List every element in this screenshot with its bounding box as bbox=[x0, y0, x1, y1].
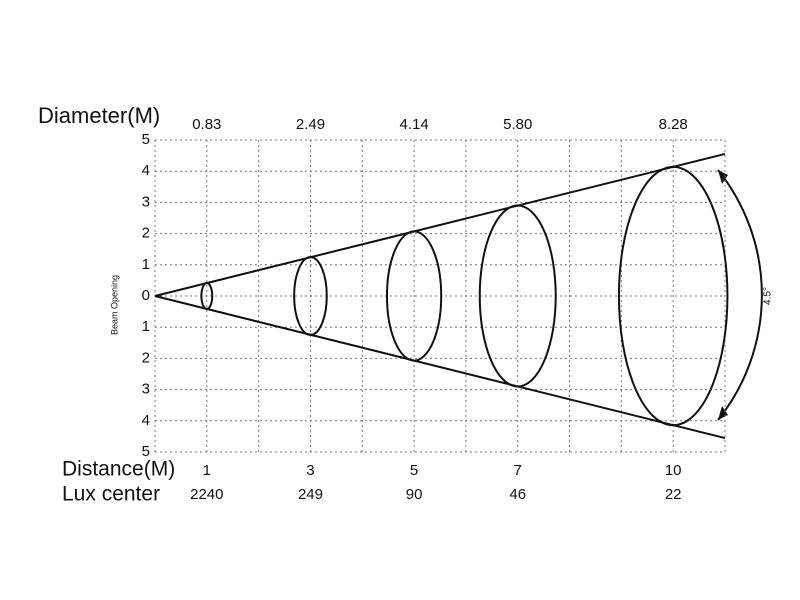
y-tick-label: 1 bbox=[142, 256, 150, 273]
distance-value: 3 bbox=[306, 462, 314, 479]
y-tick-label: 5 bbox=[142, 131, 150, 148]
y-tick-label: 3 bbox=[142, 381, 150, 398]
y-tick-label: 2 bbox=[142, 349, 150, 366]
lux-value: 249 bbox=[298, 486, 323, 503]
beam-ellipse bbox=[617, 165, 729, 427]
lux-value: 22 bbox=[665, 486, 682, 503]
distance-value: 7 bbox=[514, 462, 522, 479]
y-tick-label: 4 bbox=[142, 412, 150, 429]
lux-value: 2240 bbox=[190, 486, 223, 503]
diameter-title: Diameter(M) bbox=[38, 103, 160, 128]
lux-value: 46 bbox=[509, 486, 526, 503]
y-tick-label: 1 bbox=[142, 318, 150, 335]
y-tick-label: 4 bbox=[142, 162, 150, 179]
beam-ellipse bbox=[478, 204, 557, 388]
distance-value: 1 bbox=[203, 462, 211, 479]
distance-value: 10 bbox=[665, 462, 682, 479]
diameter-label: 0.83 bbox=[192, 116, 221, 133]
lux-value: 90 bbox=[406, 486, 423, 503]
angle-arc bbox=[717, 169, 763, 421]
beam-ellipse bbox=[385, 230, 443, 362]
beam-edge-bottom bbox=[154, 295, 726, 440]
distance-value: 5 bbox=[410, 462, 418, 479]
beam-ellipse bbox=[200, 282, 214, 310]
distance-label: Distance(M) bbox=[62, 458, 175, 481]
y-axis-label: Beam Opening bbox=[109, 275, 119, 335]
diameter-label: 2.49 bbox=[296, 116, 325, 133]
beam-edge-top bbox=[154, 152, 726, 297]
diameter-label: 5.80 bbox=[503, 116, 532, 133]
lux-label: Lux center bbox=[62, 483, 160, 506]
beam-ellipse bbox=[293, 256, 328, 336]
y-tick-label: 2 bbox=[142, 225, 150, 242]
diameter-label: 8.28 bbox=[659, 116, 688, 133]
y-tick-label: 0 bbox=[142, 287, 150, 304]
diameter-label: 4.14 bbox=[399, 116, 428, 133]
angle-label: 4.5° bbox=[763, 287, 774, 305]
y-tick-label: 5 bbox=[142, 443, 150, 460]
y-tick-label: 3 bbox=[142, 193, 150, 210]
